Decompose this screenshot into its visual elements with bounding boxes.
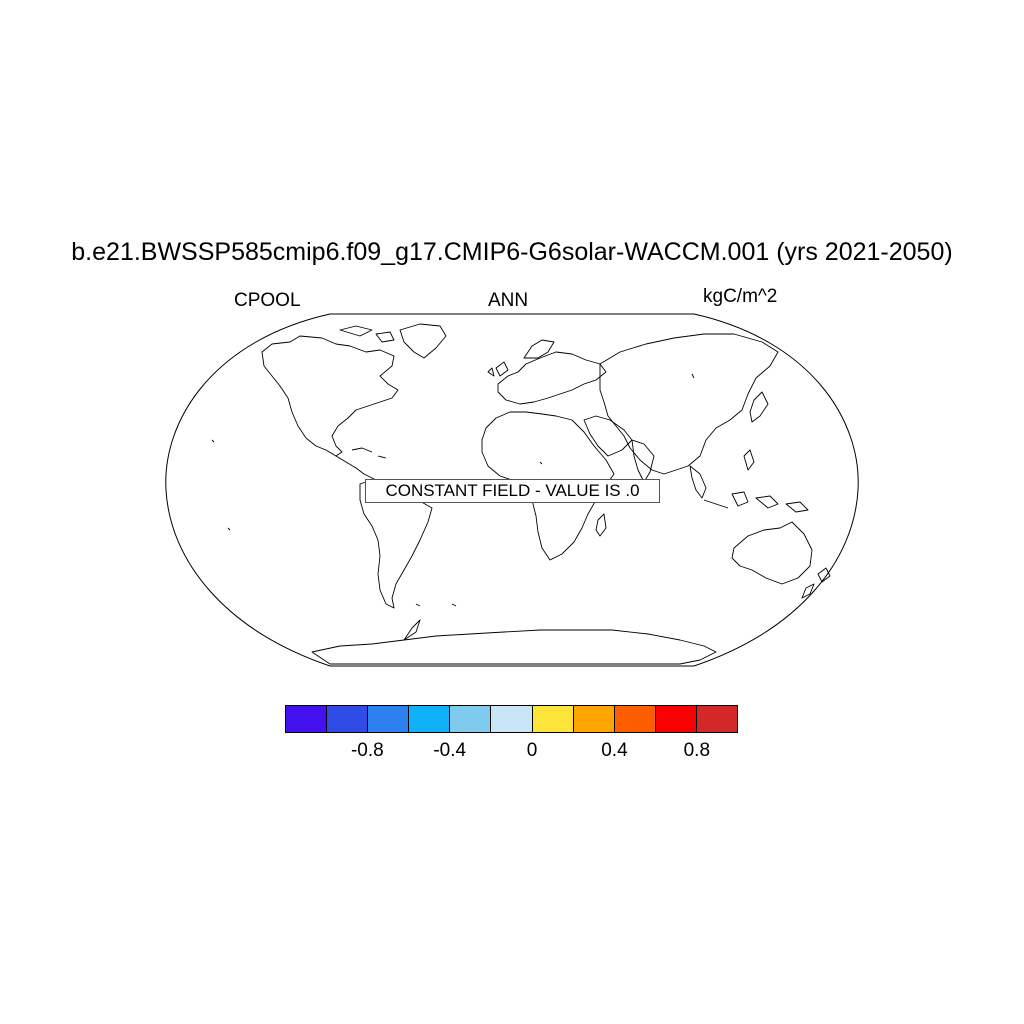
colorbar-swatch: [286, 706, 328, 732]
variable-label: CPOOL: [234, 290, 301, 311]
coast-asia: [599, 333, 779, 475]
colorbar-swatch: [532, 706, 574, 732]
coast-australia: [731, 521, 813, 585]
colorbar-tick-label: -0.8: [350, 740, 384, 761]
coast-indonesia: [703, 491, 809, 513]
units-label: kgC/m^2: [703, 286, 778, 307]
coast-british-isles: [487, 361, 509, 377]
coast-scandinavia: [523, 339, 555, 359]
colorbar-swatch: [368, 706, 410, 732]
coast-small-islands: [211, 373, 695, 607]
colorbar-swatch: [409, 706, 451, 732]
colorbar-tick-label: 0.8: [683, 740, 711, 761]
constant-field-message: CONSTANT FIELD - VALUE IS .0: [365, 479, 660, 503]
coast-arctic-islands: [339, 325, 395, 343]
colorbar-swatch: [655, 706, 697, 732]
colorbar-swatch: [696, 706, 738, 732]
coast-philippines: [743, 449, 755, 471]
coast-central-america: [335, 455, 381, 483]
coast-madagascar: [595, 513, 607, 537]
coast-antarctica: [311, 629, 717, 665]
map-frame: [165, 313, 859, 667]
coast-antarctic-peninsula: [403, 619, 421, 641]
coast-southeast-asia: [689, 465, 707, 499]
coast-japan: [749, 391, 769, 423]
coast-europe: [497, 351, 607, 405]
colorbar-tick-label: -0.4: [433, 740, 467, 761]
figure-title: b.e21.BWSSP585cmip6.f09_g17.CMIP6-G6sola…: [71, 238, 953, 266]
colorbar-swatch: [491, 706, 533, 732]
coast-caribbean: [351, 447, 387, 459]
colorbar-swatch: [573, 706, 615, 732]
colorbar-tick-label: 0: [526, 740, 538, 761]
coast-arabia: [583, 415, 633, 457]
colorbar-swatch: [327, 706, 369, 732]
colorbar-tick-label: 0.4: [601, 740, 628, 761]
coastlines: [211, 323, 831, 665]
colorbar: [285, 705, 738, 733]
coast-north-america: [261, 335, 399, 457]
coast-greenland: [399, 323, 447, 359]
coast-india: [631, 439, 655, 483]
colorbar-swatch: [614, 706, 656, 732]
season-label: ANN: [488, 290, 529, 311]
coast-new-zealand: [801, 567, 831, 599]
colorbar-swatch: [450, 706, 492, 732]
coast-africa: [481, 411, 615, 561]
